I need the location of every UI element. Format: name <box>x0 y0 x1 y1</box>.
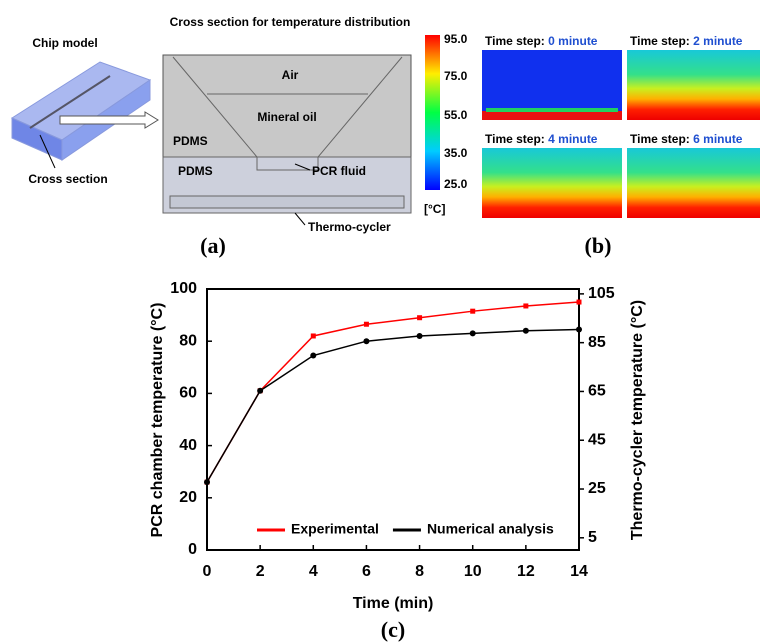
layer-label: PDMS <box>173 134 208 148</box>
x-tick-label: 2 <box>256 563 265 580</box>
y2-tick-label: 105 <box>588 285 615 302</box>
marker <box>257 388 263 394</box>
y2-tick-label: 85 <box>588 334 606 351</box>
layer-label: Air <box>282 68 299 82</box>
y-axis-title: PCR chamber temperature (°C) <box>149 303 166 538</box>
x-tick-label: 10 <box>464 563 482 580</box>
marker <box>576 326 582 332</box>
colorbar-unit: [°C] <box>424 202 445 216</box>
step-title: Time step: 2 minute <box>630 34 743 48</box>
step-title: Time step: 6 minute <box>630 132 743 146</box>
panel-a: Chip model Cross section Cross section f… <box>12 15 411 258</box>
thumbnail <box>482 148 622 218</box>
colorbar-label: 25.0 <box>444 177 468 191</box>
plot-frame <box>207 289 579 550</box>
colorbar-label: 35.0 <box>444 146 468 160</box>
marker <box>310 353 316 359</box>
x-tick-label: 6 <box>362 563 371 580</box>
y2-tick-label: 65 <box>588 383 606 400</box>
x-tick-label: 14 <box>570 563 588 580</box>
x-tick-label: 12 <box>517 563 535 580</box>
chip-title: Chip model <box>32 36 97 50</box>
caption: (b) <box>585 233 612 258</box>
marker <box>311 333 316 338</box>
y2-tick-label: 5 <box>588 529 597 546</box>
marker <box>417 315 422 320</box>
figure: Chip model Cross section Cross section f… <box>0 0 760 644</box>
thumbnail <box>627 148 760 218</box>
marker <box>364 322 369 327</box>
y2-axis-title: Thermo-cycler temperature (°C) <box>629 300 646 540</box>
layer-label: Mineral oil <box>257 110 316 124</box>
y-tick-label: 80 <box>179 332 197 349</box>
panel-c: Time (min) PCR chamber temperature (°C) … <box>149 280 646 642</box>
legend-label: Numerical analysis <box>427 521 554 537</box>
chip-callout: Cross section <box>28 172 107 186</box>
layer-label: Thermo-cycler <box>308 220 391 234</box>
y-tick-label: 20 <box>179 489 197 506</box>
y-tick-label: 60 <box>179 385 197 402</box>
x-axis-title: Time (min) <box>353 595 434 612</box>
marker <box>577 300 582 305</box>
caption: (c) <box>381 617 405 642</box>
marker <box>470 309 475 314</box>
step-title: Time step: 0 minute <box>485 34 598 48</box>
y-tick-label: 100 <box>170 280 197 297</box>
colorbar-label: 55.0 <box>444 108 468 122</box>
y2-tick-label: 45 <box>588 431 606 448</box>
layer-label: PDMS <box>178 164 213 178</box>
section-title: Cross section for temperature distributi… <box>170 15 411 29</box>
marker <box>363 338 369 344</box>
chip-model <box>12 62 150 160</box>
panel-b: 95.0 75.0 55.0 35.0 25.0 [°C] Time step:… <box>424 32 760 258</box>
y-tick-label: 0 <box>188 541 197 558</box>
series-line <box>207 329 579 482</box>
marker <box>204 479 210 485</box>
thumbnail <box>627 50 760 120</box>
x-tick-label: 8 <box>415 563 424 580</box>
caption: (a) <box>200 233 226 258</box>
colorbar-label: 95.0 <box>444 32 468 46</box>
x-tick-label: 4 <box>309 563 318 580</box>
legend-label: Experimental <box>291 521 379 537</box>
colorbar <box>425 35 440 190</box>
step-title: Time step: 4 minute <box>485 132 598 146</box>
marker <box>523 303 528 308</box>
marker <box>417 333 423 339</box>
marker <box>523 328 529 334</box>
colorbar-label: 75.0 <box>444 69 468 83</box>
y-tick-label: 40 <box>179 437 197 454</box>
y2-tick-label: 25 <box>588 480 606 497</box>
x-tick-label: 0 <box>203 563 212 580</box>
marker <box>470 330 476 336</box>
layer-label: PCR fluid <box>312 164 366 178</box>
